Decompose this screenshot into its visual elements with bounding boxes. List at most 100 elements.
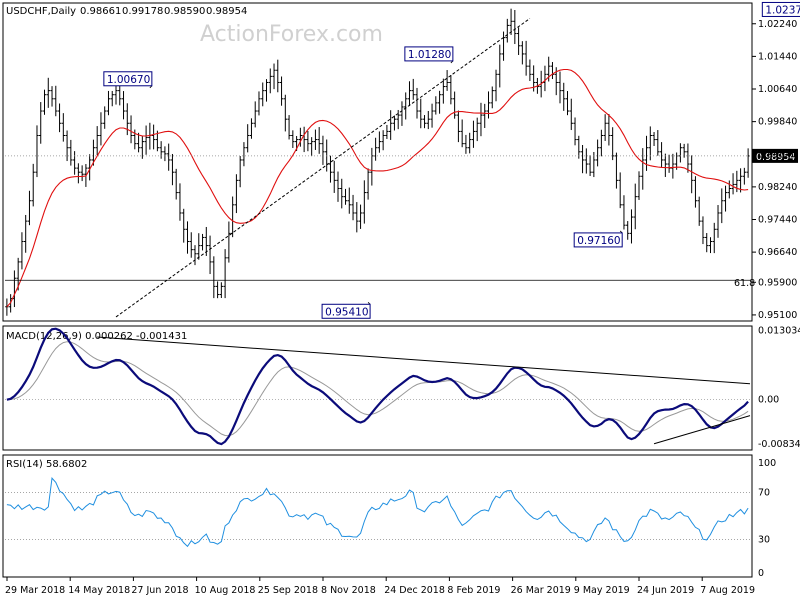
price-bar — [520, 41, 525, 65]
price-bar — [129, 115, 133, 144]
price-bar — [720, 188, 724, 224]
price-bar — [731, 173, 735, 195]
price-bar — [370, 147, 374, 186]
price-bar — [309, 137, 314, 157]
price-bar — [189, 232, 193, 258]
price-bar — [57, 103, 62, 133]
rsi-axis-label: 30 — [758, 535, 770, 546]
price-bar — [72, 151, 77, 175]
price-bar — [565, 91, 570, 116]
price-bar — [524, 40, 528, 76]
price-bar — [742, 167, 747, 185]
price-bar — [633, 183, 637, 230]
price-bar — [276, 59, 280, 93]
rsi-label: RSI(14) 58.6802 — [6, 459, 87, 470]
price-bar — [272, 63, 276, 90]
price-bar — [385, 124, 389, 139]
price-bar — [716, 205, 720, 238]
price-bar — [287, 115, 291, 140]
price-bar — [42, 89, 47, 115]
price-bar — [358, 204, 363, 229]
price-bar — [599, 129, 604, 157]
price-bar — [185, 221, 190, 254]
ohlc-open: 0.98661 — [80, 6, 121, 17]
x-axis-label: 24 Dec 2018 — [384, 585, 445, 596]
price-bar — [332, 160, 336, 193]
price-bar — [291, 130, 295, 148]
price-bar — [659, 142, 664, 168]
swing-label-text: 1.00670 — [107, 74, 150, 86]
price-bar — [306, 130, 310, 152]
price-bar — [204, 226, 208, 256]
x-axis-label: 7 Aug 2019 — [700, 585, 755, 596]
rsi-panel — [2, 454, 753, 578]
price-axis-label: 0.95100 — [758, 310, 797, 321]
price-bar — [516, 27, 521, 56]
price-bar — [336, 171, 340, 202]
price-bar — [392, 115, 397, 131]
price-bar — [663, 153, 668, 177]
price-bar — [490, 86, 494, 109]
price-bar — [340, 178, 344, 209]
price-bar — [456, 110, 461, 143]
price-bar — [452, 91, 457, 119]
ohlc-low: 0.98590 — [164, 6, 205, 17]
price-bar — [279, 76, 284, 106]
price-bar — [607, 114, 611, 146]
price-bar — [727, 180, 731, 199]
price-bar — [16, 257, 20, 291]
price-bar — [464, 134, 468, 154]
price-bar — [505, 18, 510, 43]
price-bar — [121, 91, 126, 120]
price-bar — [46, 77, 50, 108]
price-bar — [31, 163, 35, 207]
swing-label-box — [761, 1, 800, 17]
price-bar — [377, 131, 382, 153]
price-bar — [686, 143, 690, 173]
price-bar — [693, 176, 698, 208]
macd-label: MACD(12,26,9) 0.000262 -0.001431 — [6, 331, 187, 342]
price-bar — [317, 127, 321, 154]
price-bar — [170, 153, 175, 186]
price-bar — [193, 245, 197, 266]
price-bar — [411, 78, 415, 100]
price-bar — [347, 187, 351, 214]
price-bar — [366, 168, 370, 200]
price-bar — [20, 232, 24, 270]
price-bar — [697, 196, 701, 226]
price-bar — [381, 130, 385, 151]
price-bar — [140, 135, 145, 159]
price-bar — [155, 130, 160, 152]
price-bar — [588, 155, 592, 176]
price-bar — [65, 130, 69, 162]
price-bar — [445, 70, 449, 91]
price-axis-label: 0.97440 — [758, 214, 797, 225]
price-bar — [76, 163, 81, 184]
ohlc-close: 0.98954 — [206, 6, 247, 17]
price-bar — [471, 120, 476, 148]
price-bar — [219, 282, 224, 299]
price-bar — [712, 222, 716, 254]
swing-label-box — [404, 46, 454, 62]
price-bar — [641, 148, 645, 190]
price-bar — [208, 235, 212, 275]
price-bar — [249, 118, 254, 139]
swing-label-text: 0.97160 — [577, 235, 620, 247]
price-bar — [486, 91, 491, 119]
price-bar — [603, 114, 607, 141]
price-bar — [430, 103, 434, 128]
price-axis-label: 0.99040 — [758, 149, 797, 160]
x-axis-label: 29 Mar 2018 — [5, 585, 65, 596]
price-bar — [577, 135, 581, 159]
price-bar — [103, 106, 107, 129]
price-bar — [69, 139, 73, 166]
price-bar — [61, 113, 66, 142]
price-bar — [422, 115, 427, 129]
price-axis-label: 1.00640 — [758, 84, 797, 95]
price-bar — [313, 129, 318, 150]
price-bar — [618, 172, 622, 209]
price-bar — [80, 165, 84, 182]
price-bar — [584, 148, 589, 174]
